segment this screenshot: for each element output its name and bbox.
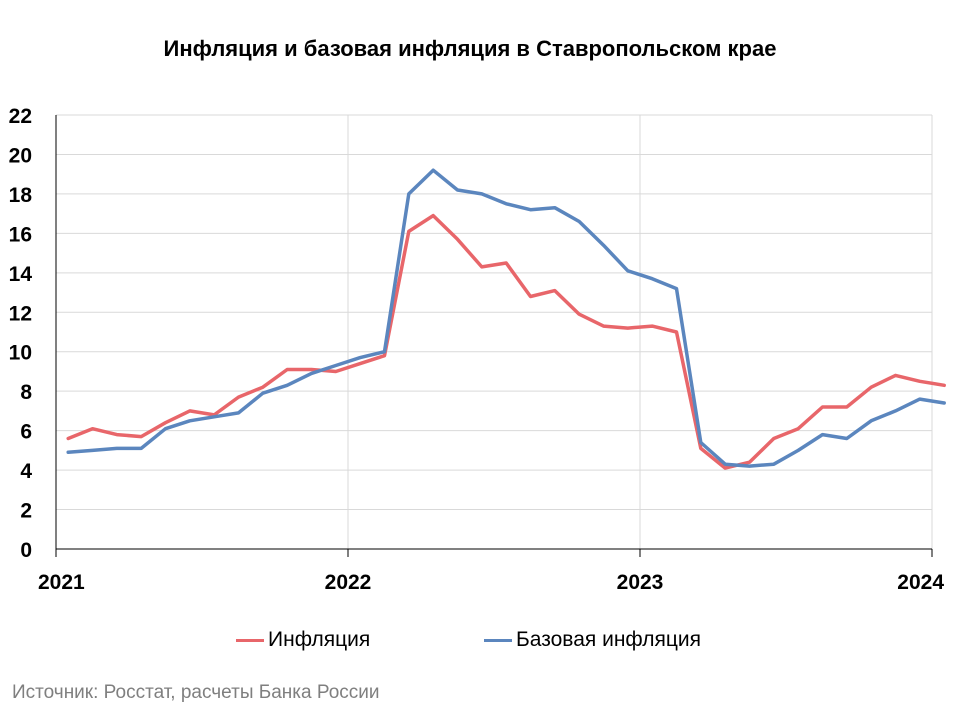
series-line-inflation — [66, 213, 946, 470]
y-axis-ticks: 0 2 4 6 8 10 12 14 16 18 20 22 — [9, 105, 33, 562]
legend-swatch-inflation — [236, 638, 264, 642]
axes — [55, 115, 933, 557]
x-tick-label: 2023 — [617, 571, 664, 594]
y-tick-label: 6 — [20, 421, 32, 444]
grid-lines — [56, 114, 933, 549]
legend-item-core-inflation: Базовая инфляция — [484, 628, 701, 652]
x-tick-label: 2021 — [38, 571, 85, 594]
y-tick-label: 16 — [9, 223, 32, 246]
y-tick-label: 18 — [9, 184, 33, 207]
legend-item-inflation: Инфляция — [236, 628, 370, 652]
legend-label-inflation: Инфляция — [268, 628, 371, 651]
chart-title: Инфляция и базовая инфляция в Ставрополь… — [163, 36, 777, 61]
source-note: Источник: Росстат, расчеты Банка России — [12, 682, 380, 703]
x-axis-ticks: 2021 2022 2023 2024 — [38, 571, 944, 594]
y-tick-label: 22 — [9, 105, 32, 128]
series-line-core-inflation — [66, 168, 946, 468]
y-tick-label: 12 — [9, 302, 32, 325]
y-tick-label: 8 — [20, 381, 32, 404]
x-tick-label: 2024 — [897, 571, 944, 594]
y-tick-label: 0 — [20, 539, 32, 562]
y-tick-label: 2 — [20, 500, 32, 523]
y-tick-label: 4 — [20, 460, 32, 483]
x-tick-label: 2022 — [325, 571, 372, 594]
series-lines — [66, 168, 946, 470]
legend: Инфляция Базовая инфляция — [0, 628, 960, 658]
y-tick-label: 14 — [9, 263, 33, 286]
legend-label-core-inflation: Базовая инфляция — [516, 628, 702, 651]
legend-swatch-core-inflation — [484, 638, 512, 642]
y-tick-label: 20 — [9, 144, 32, 167]
y-tick-label: 10 — [9, 342, 32, 365]
